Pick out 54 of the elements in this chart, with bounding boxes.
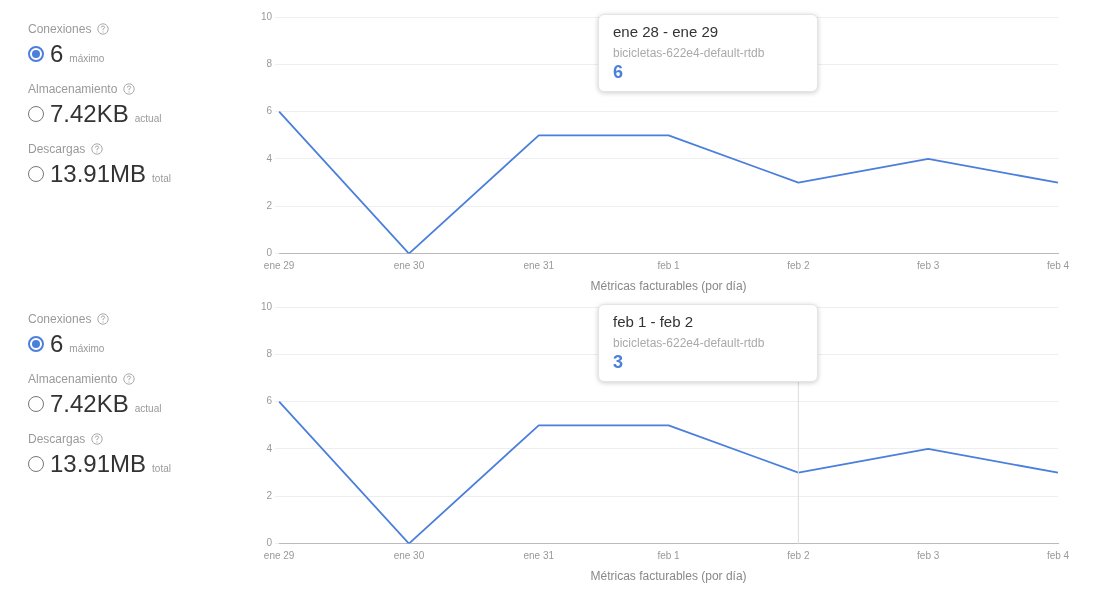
- tooltip-card: ene 28 - ene 29 bicicletas-622e4-default-rtdb 6: [598, 14, 818, 92]
- y-tick-label: 6: [266, 105, 273, 117]
- x-tick-label: feb 3: [917, 550, 940, 562]
- x-tick-label: ene 31: [523, 550, 555, 562]
- x-tick-label: feb 4: [1046, 260, 1070, 272]
- annotation: ene 28 - ene 29: [613, 23, 720, 40]
- text: 13.91MB: [50, 450, 147, 478]
- x-tick-label: feb 3: [917, 260, 940, 272]
- text: total: [152, 173, 171, 184]
- text: Almacenamiento: [28, 82, 118, 96]
- x-tick-label: ene 31: [523, 260, 555, 272]
- annotation: 6: [613, 62, 624, 83]
- x-tick-label: feb 2: [787, 260, 810, 272]
- y-tick-label: 2: [266, 490, 273, 502]
- y-tick-label: 6: [266, 395, 273, 407]
- annotation: bicicletas-622e4-default-rtdb: [613, 46, 766, 60]
- text: total: [152, 463, 171, 474]
- annotation: 3: [613, 352, 624, 373]
- y-tick-label: 10: [261, 10, 273, 22]
- text: máximo: [69, 343, 105, 354]
- text: actual: [134, 403, 162, 414]
- x-tick-label: ene 29: [263, 260, 295, 272]
- y-tick-label: 4: [266, 442, 273, 454]
- text: Descargas: [28, 432, 86, 446]
- x-axis-title: Métricas facturables (por día): [590, 569, 747, 584]
- text: 7.42KB: [50, 100, 129, 128]
- annotation: bicicletas-622e4-default-rtdb: [613, 336, 766, 350]
- x-axis-title: Métricas facturables (por día): [590, 279, 747, 294]
- x-tick-label: ene 30: [393, 550, 425, 562]
- text: Conexiones: [28, 312, 92, 326]
- y-tick-label: 4: [266, 152, 273, 164]
- text: Almacenamiento: [28, 372, 118, 386]
- text: 6: [50, 40, 64, 68]
- x-tick-label: feb 4: [1046, 550, 1070, 562]
- y-tick-label: 8: [266, 58, 273, 70]
- y-tick-label: 10: [261, 300, 273, 312]
- text: 6: [50, 330, 64, 358]
- x-tick-label: ene 29: [263, 550, 295, 562]
- text: Descargas: [28, 142, 86, 156]
- y-tick-label: 0: [266, 247, 273, 259]
- tooltip-card: feb 1 - feb 2 bicicletas-622e4-default-rtdb 3: [598, 304, 818, 382]
- x-tick-label: ene 30: [393, 260, 425, 272]
- x-tick-label: feb 1: [657, 260, 681, 272]
- y-tick-label: 8: [266, 348, 273, 360]
- y-tick-label: 0: [266, 537, 273, 549]
- x-tick-label: feb 1: [657, 550, 681, 562]
- text: máximo: [69, 53, 105, 64]
- x-tick-label: feb 2: [787, 550, 810, 562]
- text: 13.91MB: [50, 160, 147, 188]
- y-tick-label: 2: [266, 200, 273, 212]
- text: 7.42KB: [50, 390, 129, 418]
- text: Conexiones: [28, 22, 92, 36]
- text: actual: [134, 113, 162, 124]
- annotation: feb 1 - feb 2: [613, 313, 695, 330]
